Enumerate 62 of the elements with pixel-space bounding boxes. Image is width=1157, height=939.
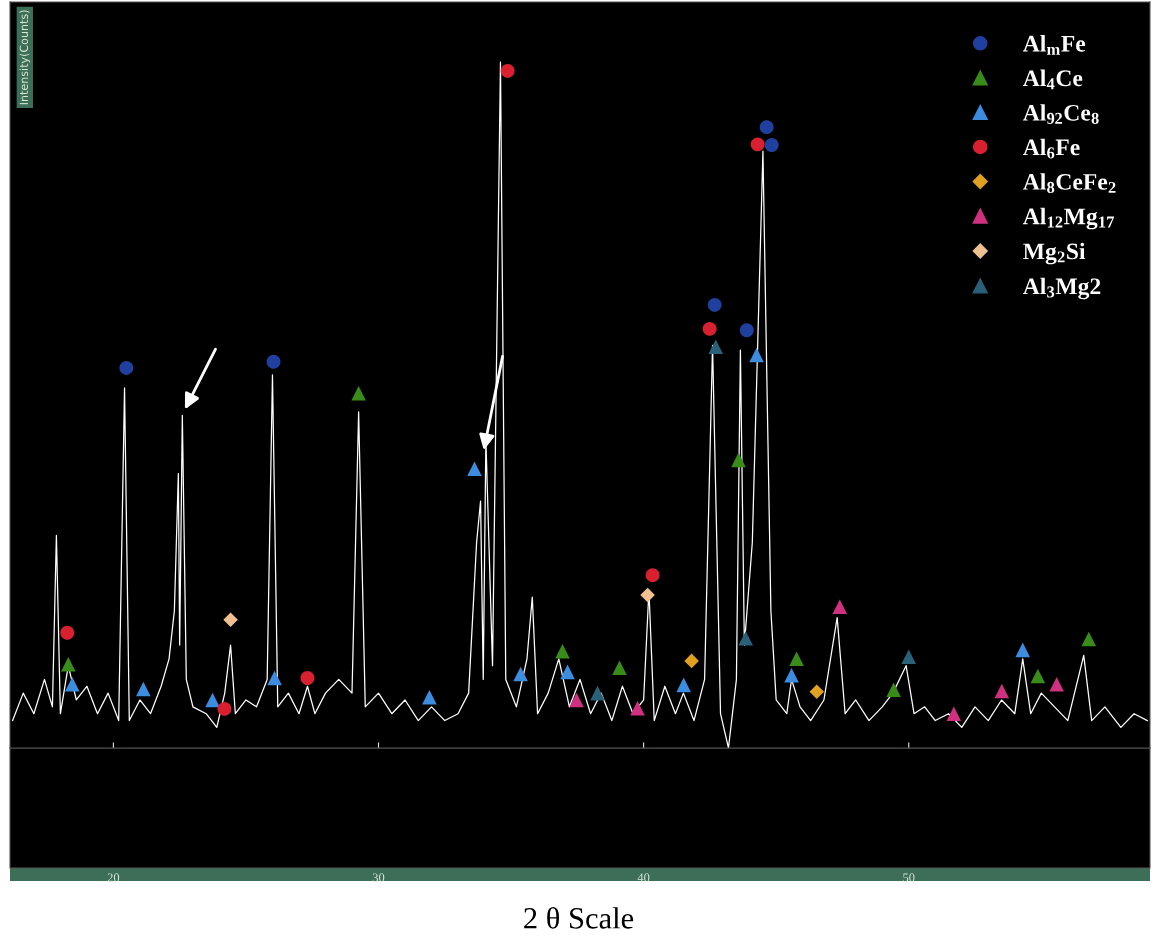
- point: [119, 361, 134, 375]
- point: [205, 692, 220, 708]
- legend-label: Al$_{3}$Mg2: [1022, 277, 1101, 300]
- point: [266, 354, 281, 369]
- point: [886, 682, 901, 697]
- point: [267, 670, 282, 686]
- point: [422, 689, 437, 705]
- point: [1049, 676, 1064, 692]
- point: [784, 668, 799, 683]
- x-axis-title: 2 θ Scale: [524, 906, 634, 929]
- point: [612, 660, 627, 676]
- point: [630, 700, 645, 716]
- point: [738, 630, 753, 646]
- point: [61, 657, 76, 672]
- legend-label: Mg$_{2}$Si: [1023, 242, 1086, 265]
- point: [500, 63, 515, 78]
- x-tick-label: 40: [637, 873, 650, 882]
- x-tick-label: 20: [107, 873, 120, 882]
- point: [1030, 668, 1046, 684]
- point: [645, 568, 660, 583]
- point: [555, 643, 570, 659]
- point: [789, 651, 804, 667]
- point: [994, 683, 1010, 699]
- point: [1015, 642, 1031, 658]
- point: [901, 649, 917, 665]
- point: [731, 452, 746, 468]
- point: [707, 297, 722, 312]
- point: [300, 671, 315, 685]
- point: [467, 461, 482, 477]
- point: [832, 599, 848, 614]
- point: [749, 347, 764, 363]
- point: [946, 706, 962, 721]
- point: [640, 587, 655, 603]
- point: [750, 137, 765, 152]
- legend-label: Al$_{92}$Ce$_{8}$: [1022, 104, 1099, 124]
- point: [739, 323, 754, 338]
- point: [569, 692, 584, 708]
- point: [708, 339, 724, 354]
- point: [65, 676, 80, 692]
- point: [764, 138, 779, 152]
- y-axis-title: Intensity(Counts): [19, 10, 31, 105]
- x-tick-label: 50: [903, 873, 915, 882]
- x-tick-label: 30: [372, 873, 385, 882]
- point: [684, 653, 699, 669]
- legend-label: Al$_{6}$Fe: [1022, 138, 1080, 159]
- legend-label: Al$_{4}$Ce: [1022, 69, 1083, 90]
- point: [759, 120, 774, 135]
- point: [223, 612, 238, 627]
- legend-label: Al$_{8}$CeFe$_{2}$: [1022, 173, 1116, 194]
- point: [60, 625, 75, 640]
- point: [560, 664, 575, 680]
- point: [702, 321, 717, 336]
- legend-label: Al$_{12}$Mg$_{17}$: [1022, 207, 1115, 230]
- point: [809, 684, 825, 700]
- point: [1081, 631, 1097, 647]
- point: [513, 666, 528, 682]
- point: [676, 677, 691, 693]
- point: [590, 685, 605, 701]
- legend-label: Al$_{m}$Fe: [1022, 35, 1086, 55]
- point: [351, 386, 366, 401]
- point: [217, 701, 232, 716]
- point: [136, 681, 151, 697]
